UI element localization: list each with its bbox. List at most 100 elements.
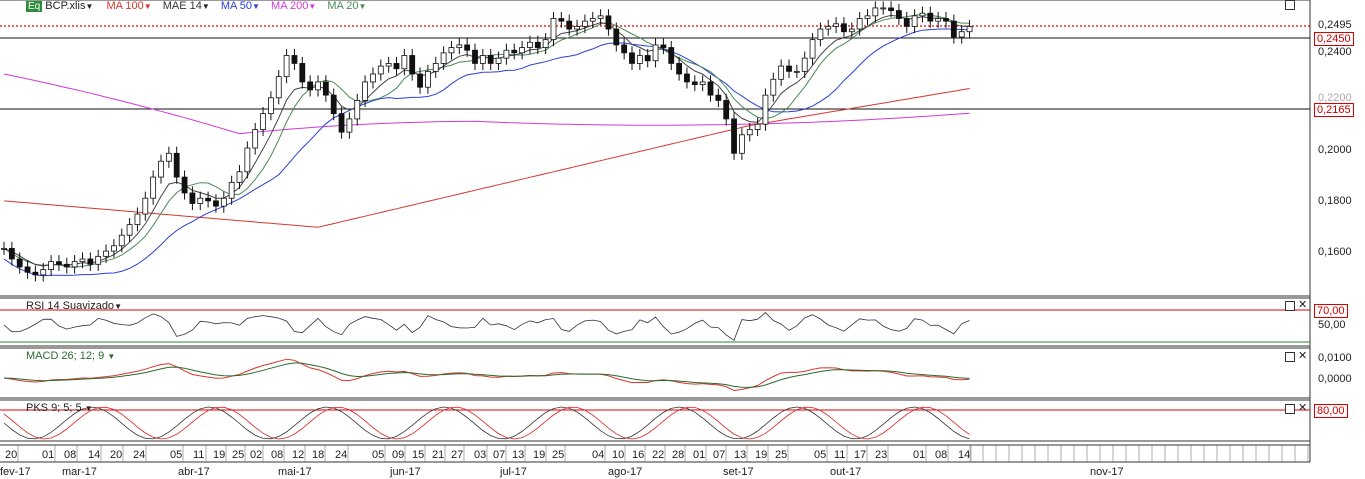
chevron-down-icon[interactable]: ▼ (252, 2, 260, 11)
x-day-label: 11 (834, 449, 845, 461)
candle-body (691, 81, 698, 85)
candle-body (684, 73, 690, 83)
rsi-label[interactable]: RSI 14 Suavizado▼ (26, 300, 122, 312)
candle-body (417, 73, 423, 88)
x-month-label: nov-17 (1090, 466, 1124, 478)
candle-body (479, 55, 486, 64)
rsi-line (3, 312, 970, 341)
candle-body (63, 263, 70, 268)
candle-body (801, 57, 808, 72)
ma200-label[interactable]: MA 200 (271, 0, 309, 12)
close-icon[interactable]: ✕ (1298, 298, 1308, 311)
candle-body (958, 31, 965, 38)
macd-line (3, 358, 970, 392)
x-day-label: 24 (335, 449, 347, 461)
candle-body (307, 81, 314, 91)
x-day-label: 05 (170, 449, 182, 461)
candle-body (370, 73, 376, 83)
candle-body (636, 55, 643, 64)
x-day-label: 28 (672, 449, 684, 461)
x-day-label: 19 (533, 449, 545, 461)
candle-body (864, 15, 871, 19)
x-day-label: 19 (755, 449, 767, 461)
candle-body (731, 118, 737, 154)
rsi-level-badge: 70,00 (1314, 304, 1348, 318)
pks-label[interactable]: PKS 9; 5; 5 ▼ (26, 402, 93, 414)
candle-body (707, 81, 714, 96)
x-month-label: fev-17 (0, 466, 31, 478)
candle-body (362, 81, 369, 101)
x-day-label: 01 (913, 449, 925, 461)
x-day-label: 25 (552, 449, 564, 461)
candle-body (87, 258, 94, 265)
x-day-label: 08 (271, 449, 283, 461)
x-day-label: 19 (213, 449, 225, 461)
candle-body (739, 134, 745, 154)
chevron-down-icon[interactable]: ▼ (114, 302, 122, 311)
candle-body (833, 23, 839, 27)
candle-body (511, 49, 518, 54)
chevron-down-icon[interactable]: ▼ (85, 2, 94, 11)
rsi-mid-tick: 50,00 (1318, 319, 1346, 331)
ma100-line (3, 88, 970, 228)
candle-body (95, 255, 102, 265)
candle-body (558, 18, 565, 22)
candle-body (848, 28, 855, 33)
candle-body (291, 55, 298, 64)
maximize-icon[interactable] (1285, 404, 1295, 414)
candle-body (432, 63, 439, 72)
close-icon[interactable]: ✕ (1298, 349, 1308, 362)
chevron-down-icon[interactable]: ▼ (201, 2, 210, 11)
pks-k-line (3, 406, 970, 440)
candle-body (495, 57, 502, 64)
candle-body (872, 7, 879, 17)
x-day-label: 13 (512, 449, 524, 461)
equity-badge: Eq (26, 1, 43, 12)
candle-body (126, 224, 133, 236)
x-month-label: jul-17 (499, 466, 527, 478)
candle-body (950, 20, 957, 38)
candle-body (534, 41, 541, 48)
maximize-icon[interactable] (1285, 301, 1295, 311)
pks-level-badge: 80,00 (1314, 404, 1348, 418)
macd-label[interactable]: MACD 26; 12; 9 ▼ (26, 350, 116, 362)
close-icon[interactable]: ✕ (1298, 401, 1308, 414)
maximize-icon[interactable] (1285, 352, 1295, 362)
x-day-label: 20 (5, 449, 17, 461)
candle-body (746, 129, 753, 136)
candle-body (24, 266, 31, 273)
chevron-down-icon[interactable]: ▼ (107, 352, 116, 361)
chevron-down-icon[interactable]: ▼ (143, 2, 152, 11)
candle-body (856, 18, 863, 30)
candle-body (574, 26, 580, 30)
mae14-label[interactable]: MAE 14 (162, 0, 202, 12)
candle-body (589, 18, 596, 22)
x-month-label: jun-17 (389, 466, 421, 478)
macd-tick: 0,0000 (1318, 373, 1352, 385)
candle-body (236, 171, 243, 183)
candle-body (142, 197, 149, 215)
x-day-label: 02 (250, 449, 262, 461)
symbol-label[interactable]: BCP.xlis (45, 0, 86, 12)
candle-body (134, 213, 141, 226)
candle-body (158, 160, 164, 178)
candle-body (244, 147, 251, 173)
x-day-label: 01 (693, 449, 705, 461)
candle-body (629, 52, 635, 64)
x-month-label: mar-17 (62, 466, 97, 478)
candle-body (943, 18, 949, 22)
candle-body (189, 192, 196, 204)
maximize-icon[interactable] (1285, 0, 1295, 10)
candle-body (267, 97, 274, 115)
ma20-label[interactable]: MA 20 (327, 0, 359, 12)
chevron-down-icon[interactable]: ▼ (84, 404, 93, 413)
candle-body (754, 123, 761, 130)
chevron-down-icon[interactable]: ▼ (358, 2, 367, 11)
ma100-label[interactable]: MA 100 (106, 0, 144, 12)
chevron-down-icon[interactable]: ▼ (308, 2, 317, 11)
ma50-label[interactable]: MA 50 (220, 0, 253, 12)
mae14-line (3, 14, 970, 267)
x-day-label: 16 (632, 449, 644, 461)
x-day-label: 07 (493, 449, 505, 461)
